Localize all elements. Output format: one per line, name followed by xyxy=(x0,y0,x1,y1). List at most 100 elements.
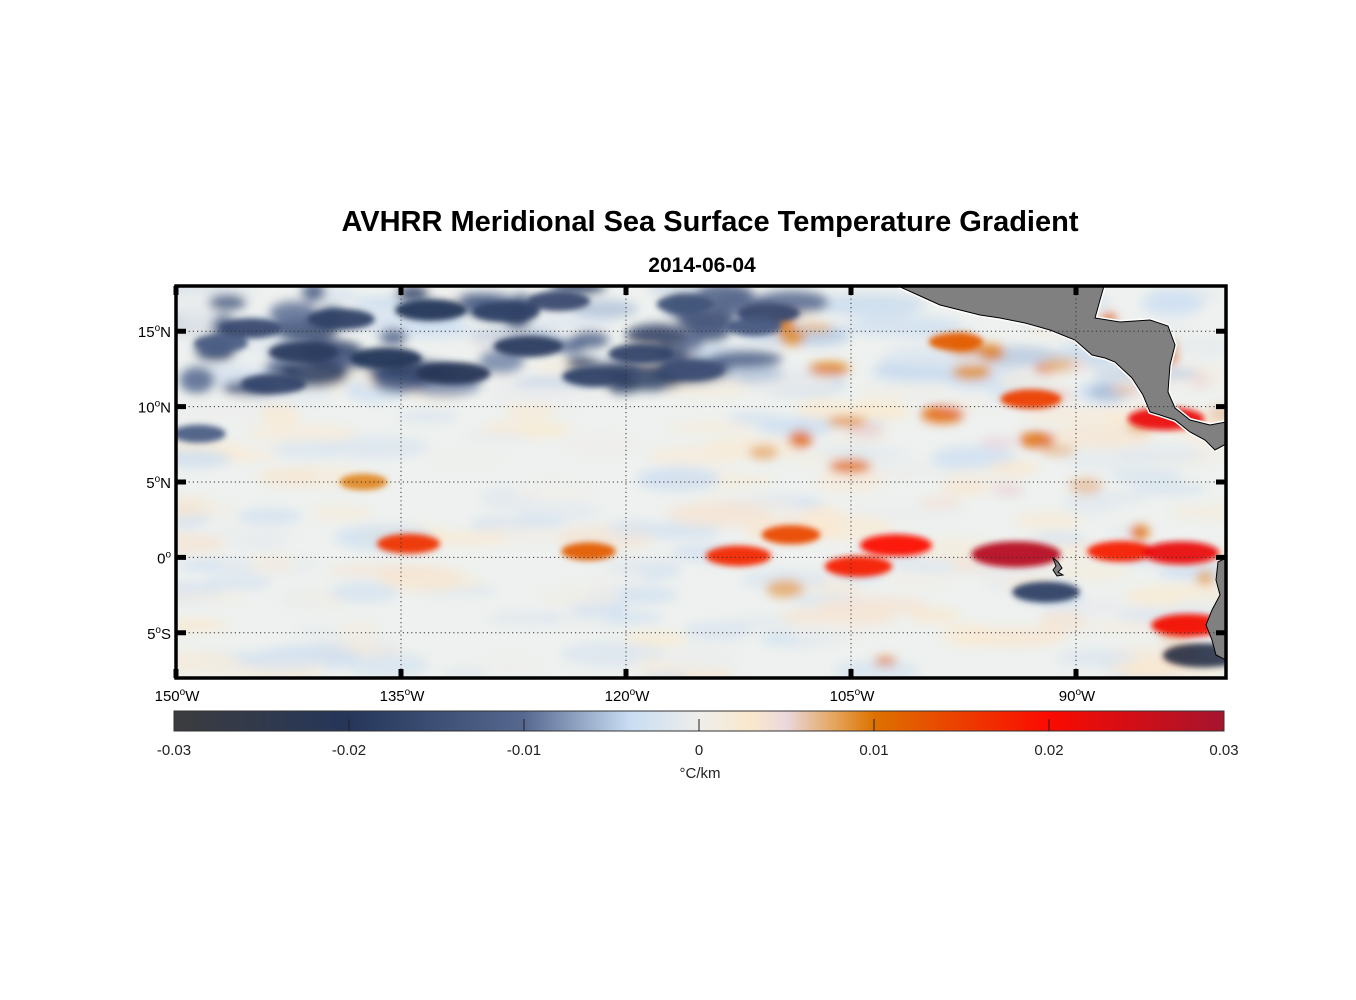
field-texture-blob xyxy=(1056,648,1137,668)
field-texture-blob xyxy=(757,421,843,436)
field-texture-blob xyxy=(1110,383,1143,396)
field-texture-blob xyxy=(488,383,605,408)
field-texture-blob xyxy=(310,504,374,522)
field-texture-blob xyxy=(808,362,850,377)
field-texture-blob xyxy=(296,624,341,640)
y-tick-label-number: 5 xyxy=(147,626,155,643)
field-texture-blob xyxy=(247,423,359,443)
x-tick-label-hemisphere: W xyxy=(1081,688,1096,705)
negative-gradient-feature xyxy=(176,424,226,443)
y-tick-label: 15oN xyxy=(138,323,171,341)
field-texture-blob xyxy=(473,657,542,675)
field-texture-blob xyxy=(237,508,302,525)
field-texture-blob xyxy=(683,620,753,642)
field-texture-blob xyxy=(607,519,656,537)
field-texture-blob xyxy=(1141,291,1203,317)
x-tick-label-number: 105 xyxy=(830,688,855,705)
field-texture-blob xyxy=(1129,525,1150,540)
y-tick-label: 0o xyxy=(157,549,171,567)
field-texture-blob xyxy=(848,504,968,522)
field-texture-blob xyxy=(979,436,1016,449)
field-texture-blob xyxy=(636,467,721,491)
field-texture-blob xyxy=(1131,482,1207,496)
field-texture-blob xyxy=(834,660,920,678)
degree-symbol: o xyxy=(155,625,161,636)
field-texture-blob xyxy=(1039,610,1088,634)
field-texture-blob xyxy=(1056,563,1131,581)
degree-symbol: o xyxy=(155,323,161,334)
negative-gradient-feature xyxy=(472,301,540,323)
colorbar: -0.03 -0.02 -0.01 0 0.01 0.02 0.03 °C/km xyxy=(157,710,1239,782)
field-texture-blob xyxy=(326,564,445,577)
negative-gradient-feature xyxy=(562,366,630,387)
field-texture-blob xyxy=(1068,477,1103,495)
field-texture-blob xyxy=(1048,424,1155,449)
field-texture-blob xyxy=(176,655,251,669)
field-texture-blob xyxy=(920,405,965,424)
field-texture-blob xyxy=(998,369,1062,391)
axis-ticks xyxy=(173,286,1226,678)
field-texture-blob xyxy=(347,652,429,678)
field-texture-blob xyxy=(203,574,273,590)
field-texture-blob xyxy=(1196,570,1215,586)
degree-symbol: o xyxy=(630,687,636,698)
y-tick-label: 10oN xyxy=(138,399,171,417)
field-texture-blob xyxy=(920,497,961,508)
degree-symbol: o xyxy=(165,549,171,560)
colorbar-tick-label: -0.03 xyxy=(157,742,191,759)
positive-gradient-feature xyxy=(1142,541,1220,565)
field-texture-blob xyxy=(788,430,813,449)
x-tick-label-number: 150 xyxy=(155,688,180,705)
field-texture-blob xyxy=(1069,490,1148,506)
x-tick-label: 135oW xyxy=(380,687,426,705)
field-texture-blob xyxy=(873,657,897,666)
positive-gradient-feature xyxy=(860,534,932,557)
field-texture-blob xyxy=(989,460,1040,474)
field-texture-blob xyxy=(379,328,408,346)
negative-gradient-feature xyxy=(663,360,724,381)
field-texture-blob xyxy=(1190,371,1211,390)
field-texture-blob xyxy=(464,429,530,445)
colorbar-tick-label: 0.02 xyxy=(1034,742,1063,759)
degree-symbol: o xyxy=(855,687,861,698)
field-texture-blob xyxy=(316,435,429,459)
x-tick-label-hemisphere: W xyxy=(410,688,425,705)
negative-gradient-feature xyxy=(656,294,716,314)
x-tick-label-hemisphere: W xyxy=(860,688,875,705)
x-tick-label: 120oW xyxy=(605,687,651,705)
field-texture-blob xyxy=(707,350,783,368)
field-texture-blob xyxy=(991,482,1025,497)
x-tick-label-hemisphere: W xyxy=(185,688,200,705)
field-texture-blob xyxy=(396,410,459,423)
y-tick-label: 5oN xyxy=(146,474,171,492)
field-texture-blob xyxy=(1177,336,1226,357)
positive-gradient-feature xyxy=(705,545,772,567)
field-texture-blob xyxy=(176,532,226,555)
positive-gradient-feature xyxy=(824,555,893,577)
field-texture-blob xyxy=(197,501,238,518)
field-texture-blob xyxy=(666,501,772,528)
field-texture-blob xyxy=(662,646,738,673)
field-texture-blob xyxy=(487,610,562,626)
negative-gradient-feature xyxy=(240,373,307,395)
negative-gradient-feature xyxy=(493,335,564,358)
field-texture-blob xyxy=(571,331,609,349)
field-texture-blob xyxy=(301,286,326,302)
positive-gradient-feature xyxy=(376,533,441,554)
field-texture-blob xyxy=(588,567,646,590)
negative-gradient-feature xyxy=(526,291,591,312)
field-texture-blob xyxy=(259,403,300,426)
degree-symbol: o xyxy=(405,687,411,698)
y-tick-label-hemisphere: S xyxy=(161,626,171,643)
x-tick-label: 90oW xyxy=(1059,687,1096,705)
field-texture-blob xyxy=(846,422,884,439)
field-texture-blob xyxy=(442,668,489,678)
field-texture-blob xyxy=(339,620,381,644)
y-tick-label-number: 0 xyxy=(157,550,165,567)
positive-gradient-feature xyxy=(561,542,616,561)
y-tick-label-hemisphere: N xyxy=(160,475,171,492)
positive-gradient-feature xyxy=(339,473,388,491)
land-outline xyxy=(897,286,1226,451)
